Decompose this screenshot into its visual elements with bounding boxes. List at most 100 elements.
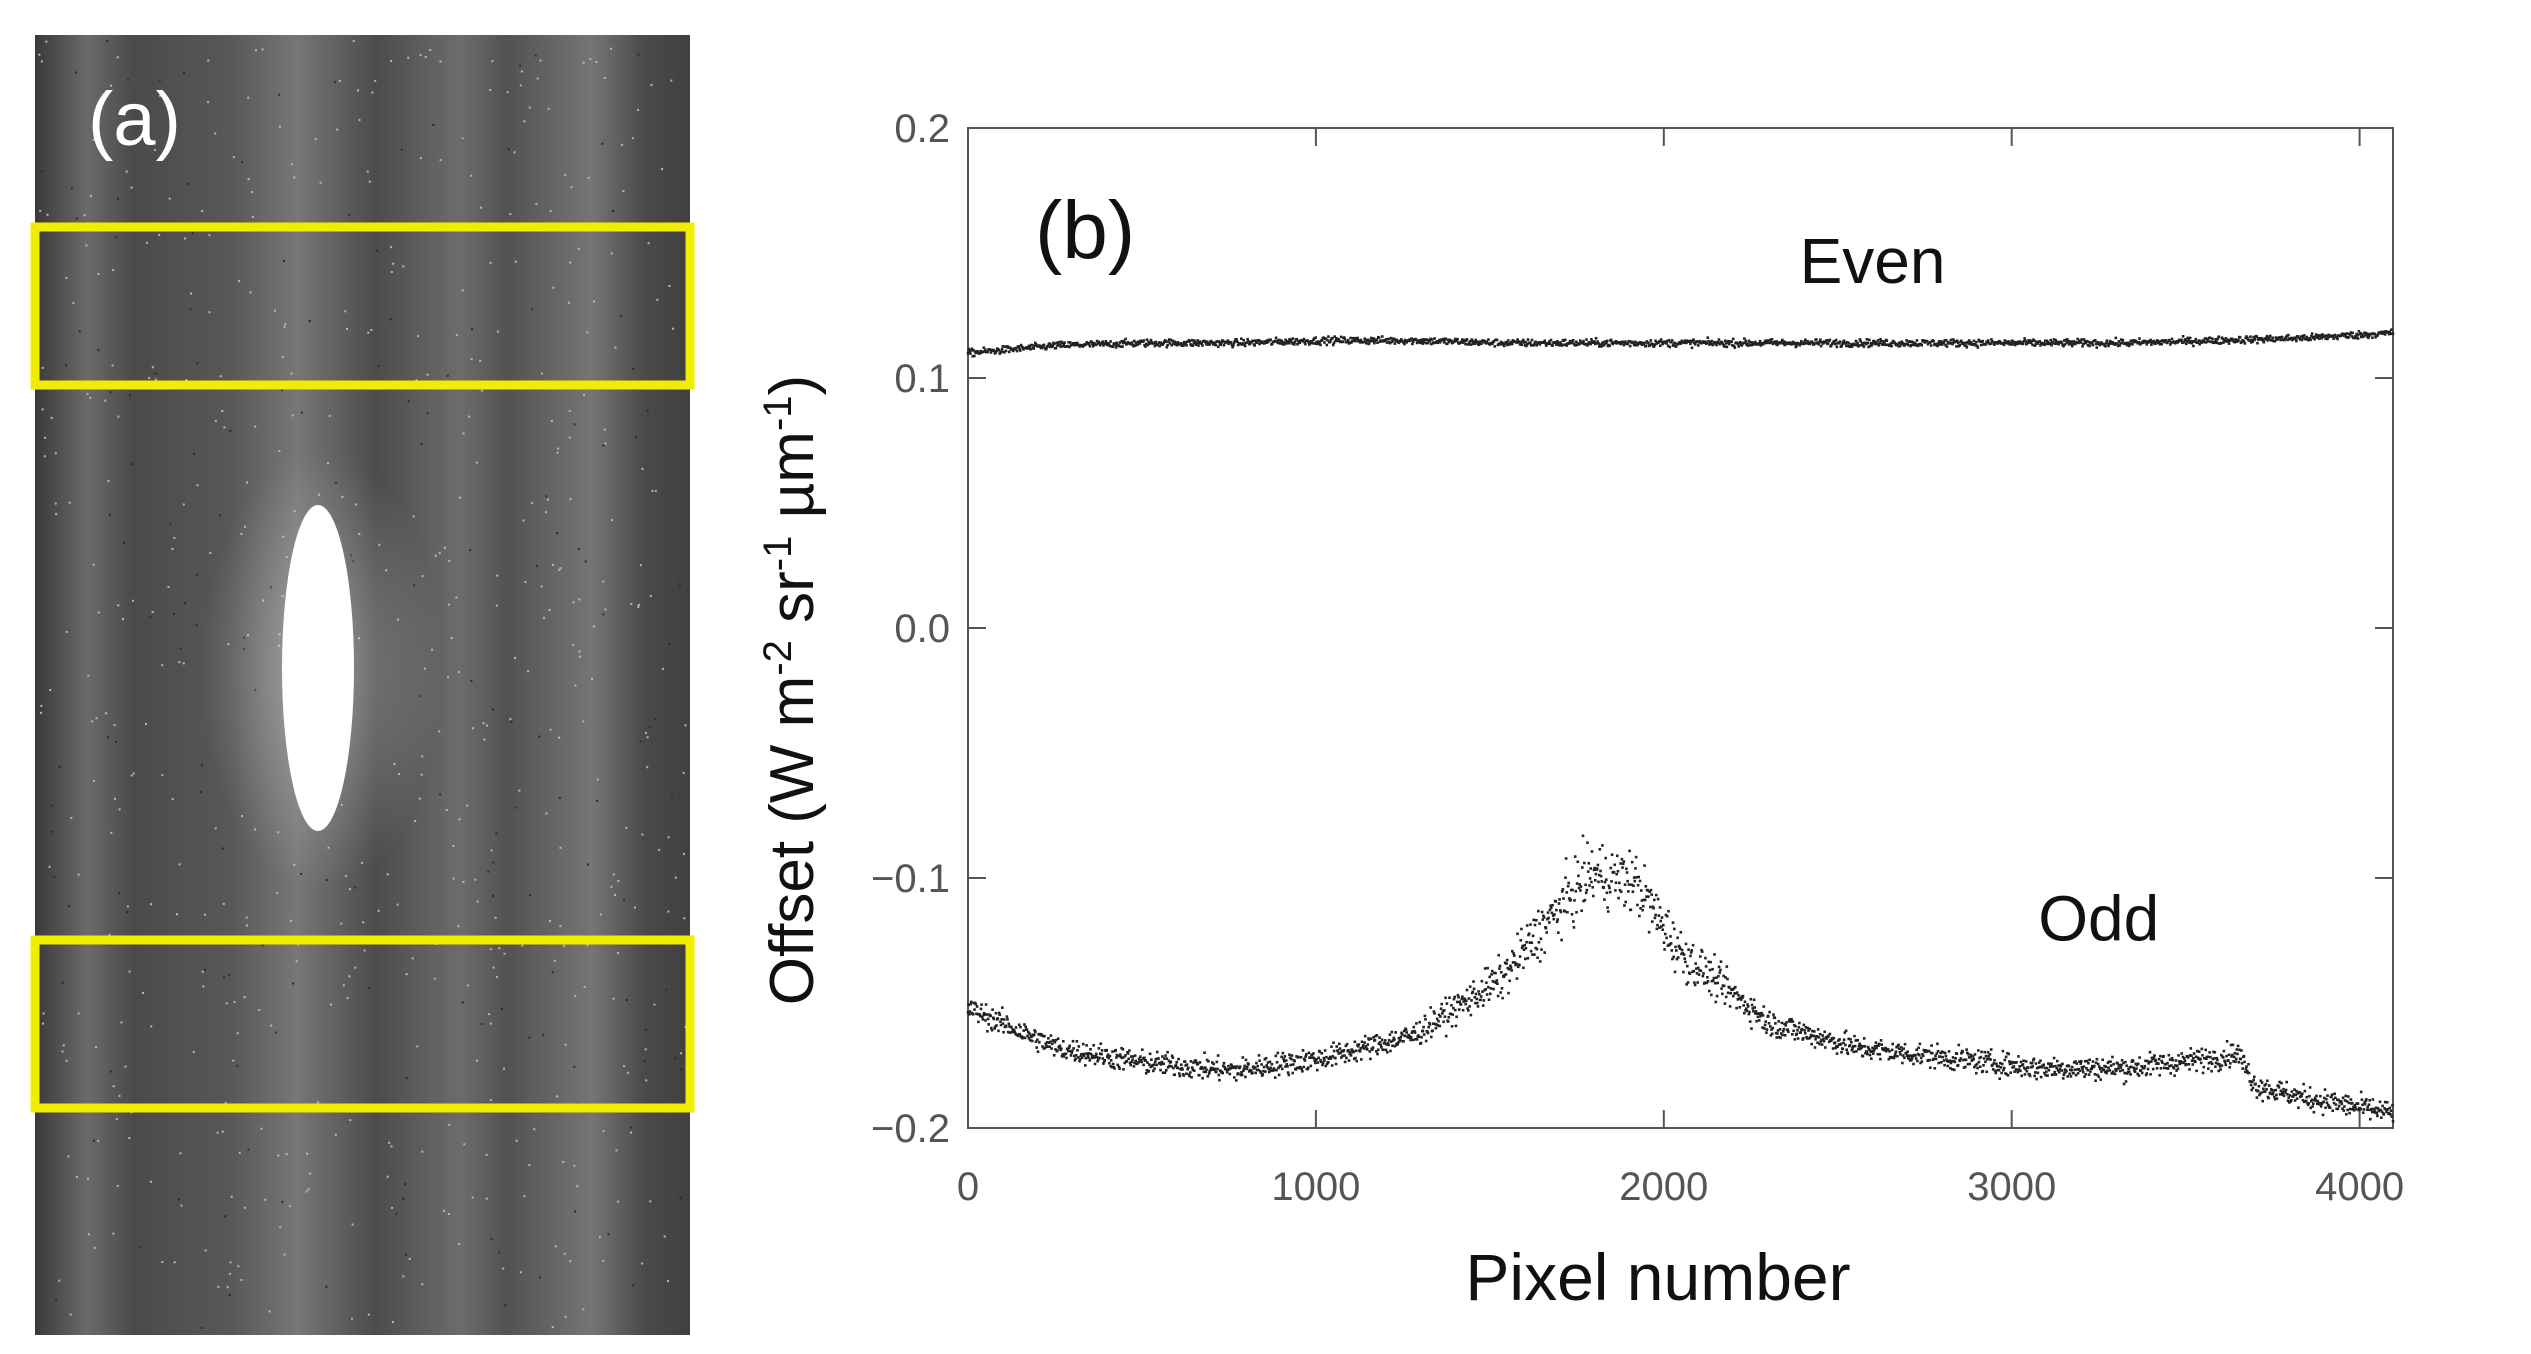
data-point [1320,1052,1324,1055]
data-point [2359,1090,2363,1094]
data-point [1277,1073,1281,1077]
data-point [1721,342,1725,346]
data-point [2099,1078,2102,1081]
data-point [2135,1063,2139,1067]
data-point [1087,1052,1091,1055]
data-point [1209,339,1213,343]
data-point [2368,1099,2371,1102]
data-point [1415,1022,1418,1025]
speckle [184,237,187,240]
data-point [1785,1021,1788,1024]
data-point [1386,1041,1390,1045]
speckle [178,863,181,866]
data-point [1955,1052,1959,1055]
data-point [1758,342,1761,345]
data-point [2086,1068,2090,1072]
data-point [1448,996,1451,999]
data-point [1265,1064,1268,1067]
speckle [44,436,47,439]
data-point [2159,1054,2162,1058]
data-point [1614,881,1618,884]
data-point [1847,341,1851,345]
data-point [1403,338,1407,342]
data-point [1061,1053,1064,1056]
data-point [2278,1080,2281,1084]
speckle [639,740,642,743]
data-point [1791,1033,1794,1036]
data-point [1209,1066,1213,1070]
data-point [1513,954,1516,957]
data-point [2069,342,2072,346]
data-point [1908,1057,1911,1061]
data-point [2007,1052,2010,1056]
data-point [2370,332,2373,336]
data-point [1317,1056,1320,1060]
speckle [480,206,483,209]
data-point [1293,1059,1296,1063]
data-point [1097,340,1100,344]
speckle [557,447,560,450]
data-point [1609,866,1613,870]
speckle [292,982,295,985]
data-point [2360,332,2364,336]
data-point [1752,998,1756,1002]
data-point [1980,1050,1983,1054]
speckle [377,909,380,912]
data-point [2132,1066,2136,1070]
data-point [1605,342,1608,345]
data-point [1078,1058,1082,1061]
data-point [2026,340,2030,344]
data-point [1778,1028,1782,1031]
data-point [2140,1065,2143,1068]
data-point [1111,345,1115,349]
data-point [1247,1062,1250,1066]
data-point [1597,873,1601,877]
data-point [2286,338,2289,342]
data-point [1289,338,1293,342]
data-point [1796,1028,1799,1032]
data-point [1069,1054,1073,1057]
data-point [1299,1065,1302,1069]
data-point [2070,340,2073,343]
data-point [1830,344,1833,347]
data-point [1776,343,1779,347]
data-point [1834,1046,1837,1050]
data-point [1772,1013,1775,1016]
data-point [1692,969,1696,973]
data-point [1660,916,1664,919]
data-point [1422,1033,1426,1036]
data-point [1725,965,1729,968]
data-point [1817,342,1820,346]
speckle [645,1079,648,1082]
data-point [1794,1024,1797,1028]
data-point [1820,340,1824,344]
data-point [1240,337,1243,340]
data-point [2325,334,2328,337]
data-point [1108,344,1112,348]
data-point [1626,879,1629,883]
data-point [2054,1073,2058,1076]
data-point [1524,957,1527,961]
data-point [1964,344,1968,348]
data-point [1984,1060,1987,1064]
data-point [1122,1068,1125,1071]
data-point [1194,343,1198,346]
speckle [229,1272,232,1275]
speckle [538,1276,541,1279]
data-point [1335,339,1339,343]
data-point [1443,1015,1447,1018]
data-point [1889,342,1893,345]
data-point [2151,1057,2154,1061]
data-point [966,351,970,355]
data-point [1444,337,1447,340]
data-point [1981,339,1984,343]
data-point [1656,923,1659,927]
data-point [1622,860,1626,863]
data-point [2214,1065,2217,1068]
data-point [1834,338,1838,342]
data-point [1318,1050,1322,1054]
data-point [2120,1059,2124,1062]
data-point [1614,340,1618,343]
data-point [1242,1069,1245,1073]
data-point [982,346,986,349]
